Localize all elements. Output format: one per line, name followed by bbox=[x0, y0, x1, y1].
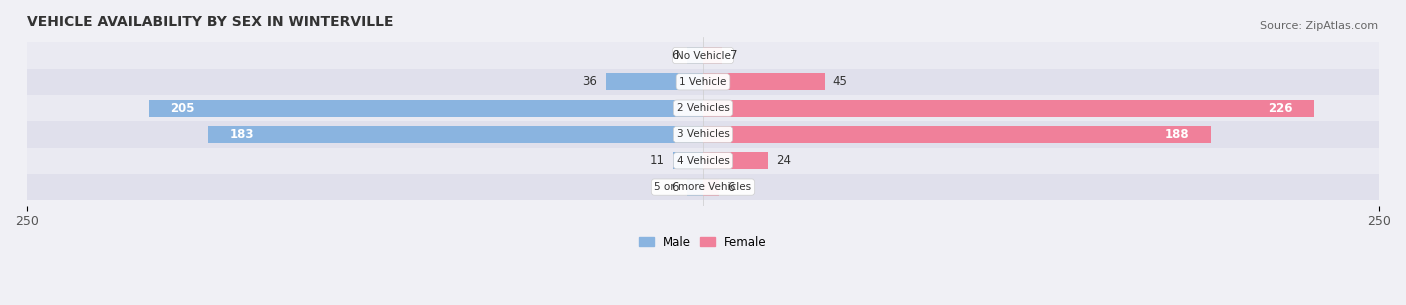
Bar bbox=[27, 95, 1379, 121]
Text: 183: 183 bbox=[229, 128, 254, 141]
Bar bbox=[27, 69, 1379, 95]
Bar bbox=[27, 42, 1379, 69]
Bar bbox=[673, 152, 703, 169]
Text: 24: 24 bbox=[776, 154, 792, 167]
Bar bbox=[686, 47, 703, 64]
Text: 4 Vehicles: 4 Vehicles bbox=[676, 156, 730, 166]
Bar bbox=[27, 148, 1379, 174]
Text: 6: 6 bbox=[727, 181, 735, 194]
Bar bbox=[703, 126, 1212, 143]
Bar bbox=[703, 100, 1315, 117]
Legend: Male, Female: Male, Female bbox=[634, 231, 772, 253]
Text: Source: ZipAtlas.com: Source: ZipAtlas.com bbox=[1260, 21, 1378, 31]
Text: 188: 188 bbox=[1166, 128, 1189, 141]
Text: 36: 36 bbox=[582, 75, 598, 88]
Text: 45: 45 bbox=[832, 75, 848, 88]
Text: 226: 226 bbox=[1268, 102, 1292, 115]
Text: 6: 6 bbox=[671, 181, 679, 194]
Bar bbox=[703, 73, 825, 90]
Text: 1 Vehicle: 1 Vehicle bbox=[679, 77, 727, 87]
Bar bbox=[208, 126, 703, 143]
Bar bbox=[149, 100, 703, 117]
Text: VEHICLE AVAILABILITY BY SEX IN WINTERVILLE: VEHICLE AVAILABILITY BY SEX IN WINTERVIL… bbox=[27, 15, 394, 29]
Text: No Vehicle: No Vehicle bbox=[675, 51, 731, 60]
Text: 5 or more Vehicles: 5 or more Vehicles bbox=[654, 182, 752, 192]
Bar bbox=[27, 121, 1379, 148]
Bar bbox=[27, 174, 1379, 200]
Text: 11: 11 bbox=[650, 154, 665, 167]
Text: 6: 6 bbox=[671, 49, 679, 62]
Bar bbox=[703, 178, 720, 196]
Bar bbox=[703, 152, 768, 169]
Text: 3 Vehicles: 3 Vehicles bbox=[676, 129, 730, 139]
Text: 7: 7 bbox=[730, 49, 738, 62]
Text: 205: 205 bbox=[170, 102, 195, 115]
Bar bbox=[606, 73, 703, 90]
Bar bbox=[703, 47, 721, 64]
Bar bbox=[686, 178, 703, 196]
Text: 2 Vehicles: 2 Vehicles bbox=[676, 103, 730, 113]
